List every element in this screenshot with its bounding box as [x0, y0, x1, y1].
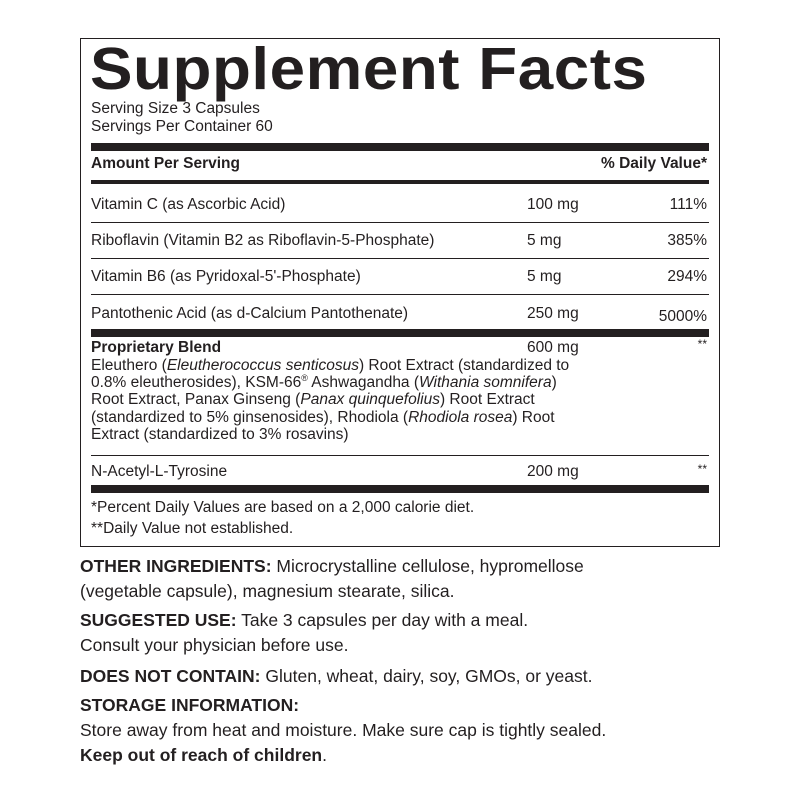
registered-mark: ®: [301, 373, 308, 384]
supplement-facts-panel: Supplement Facts Serving Size 3 Capsules…: [80, 38, 720, 547]
nutrient-dv: 385%: [667, 232, 707, 249]
nutrient-dv: **: [697, 462, 707, 476]
nutrient-amount: 250 mg: [527, 305, 579, 322]
blend-row: Proprietary Blend 600 mg **: [91, 337, 709, 356]
nutrient-row: Vitamin C (as Ascorbic Acid) 100 mg 111%: [91, 195, 709, 215]
nutrient-name: Vitamin C (as Ascorbic Acid): [91, 196, 286, 213]
footnote-daily-value: *Percent Daily Values are based on a 2,0…: [91, 499, 475, 516]
storage-warning: Keep out of reach of children: [80, 745, 323, 765]
daily-value-header: % Daily Value*: [601, 155, 707, 172]
blend-line: Root Extract, Panax Ginseng (Panax quinq…: [91, 391, 709, 408]
blend-dv: **: [697, 337, 707, 351]
suggested-use: SUGGESTED USE: Take 3 capsules per day w…: [80, 608, 740, 658]
panel-title: Supplement Facts: [90, 36, 648, 102]
blend-text: ) Root Extract: [439, 391, 535, 409]
other-ingredients-text-2: (vegetable capsule), magnesium stearate,…: [80, 581, 455, 601]
storage-label: STORAGE INFORMATION:: [80, 695, 300, 715]
botanical-name: Panax quinquefolius: [300, 391, 440, 409]
storage-information: STORAGE INFORMATION: Store away from hea…: [80, 693, 740, 768]
blend-line: Extract (standardized to 3% rosavins): [91, 426, 709, 443]
nutrient-row: Riboflavin (Vitamin B2 as Riboflavin-5-P…: [91, 231, 709, 251]
storage-warning-end: .: [322, 745, 327, 765]
blend-description: Eleuthero (Eleutherococcus senticosus) R…: [91, 357, 709, 443]
nutrient-amount: 100 mg: [527, 196, 579, 213]
nutrient-amount: 5 mg: [527, 232, 562, 249]
botanical-name: Withania somnifera: [419, 374, 552, 392]
nutrient-name: Pantothenic Acid (as d-Calcium Pantothen…: [91, 305, 409, 322]
nutrient-name: Vitamin B6 (as Pyridoxal-5'-Phosphate): [91, 268, 361, 285]
other-ingredients-label: OTHER INGREDIENTS:: [80, 556, 272, 576]
blend-text: Eleuthero (: [91, 357, 167, 374]
amount-per-serving-header: Amount Per Serving: [91, 155, 240, 172]
nutrient-dv: 111%: [669, 196, 707, 213]
nutrient-dv: 294%: [667, 268, 707, 285]
divider: [91, 455, 709, 456]
does-not-contain-label: DOES NOT CONTAIN:: [80, 666, 261, 686]
blend-text: ) Root Extract (standardized to: [358, 357, 570, 374]
other-ingredients: OTHER INGREDIENTS: Microcrystalline cell…: [80, 554, 740, 604]
serving-size: Serving Size 3 Capsules: [91, 100, 260, 117]
thick-divider: [91, 329, 709, 337]
divider: [91, 180, 709, 184]
nutrient-row: Vitamin B6 (as Pyridoxal-5'-Phosphate) 5…: [91, 267, 709, 287]
nutrient-amount: 5 mg: [527, 268, 562, 285]
blend-name: Proprietary Blend: [91, 339, 222, 356]
blend-line: 0.8% eleutherosides), KSM-66® Ashwagandh…: [91, 373, 709, 392]
does-not-contain-text: Gluten, wheat, dairy, soy, GMOs, or yeas…: [260, 666, 593, 686]
nutrient-name: Riboflavin (Vitamin B2 as Riboflavin-5-P…: [91, 232, 435, 249]
blend-line: (standardized to 5% ginsenosides), Rhodi…: [91, 409, 709, 426]
blend-amount: 600 mg: [527, 339, 579, 356]
thick-divider: [91, 143, 709, 151]
blend-text: Extract (standardized to 3% rosavins): [91, 425, 349, 443]
nutrient-amount: 200 mg: [527, 463, 579, 480]
botanical-name: Rhodiola rosea: [408, 408, 513, 426]
blend-text: ) Root: [512, 408, 555, 426]
does-not-contain: DOES NOT CONTAIN: Gluten, wheat, dairy, …: [80, 664, 740, 689]
nutrient-dv: 5000%: [658, 308, 707, 325]
storage-text: Store away from heat and moisture. Make …: [80, 720, 607, 740]
blend-text: (standardized to 5% ginsenosides), Rhodi…: [91, 408, 409, 426]
suggested-use-text-2: Consult your physician before use.: [80, 635, 349, 655]
divider: [91, 222, 709, 223]
blend-text: Ashwagandha (: [307, 374, 420, 392]
thick-divider: [91, 485, 709, 493]
suggested-use-label: SUGGESTED USE:: [80, 610, 237, 630]
botanical-name: Eleutherococcus senticosus: [166, 357, 359, 374]
tyrosine-row: N-Acetyl-L-Tyrosine 200 mg **: [91, 462, 709, 482]
blend-text: Root Extract, Panax Ginseng (: [91, 391, 301, 409]
blend-line: Eleuthero (Eleutherococcus senticosus) R…: [91, 357, 709, 374]
footnote-not-established: **Daily Value not established.: [91, 520, 294, 537]
divider: [91, 258, 709, 259]
servings-per-container: Servings Per Container 60: [91, 118, 273, 135]
divider: [91, 294, 709, 295]
header-row: Amount Per Serving % Daily Value*: [91, 154, 709, 174]
blend-text: ): [551, 374, 557, 392]
suggested-use-text: Take 3 capsules per day with a meal.: [236, 610, 529, 630]
nutrient-row: Pantothenic Acid (as d-Calcium Pantothen…: [91, 304, 709, 325]
blend-text: 0.8% eleutherosides), KSM-66: [91, 374, 302, 392]
other-ingredients-text: Microcrystalline cellulose, hypromellose: [271, 556, 584, 576]
nutrient-name: N-Acetyl-L-Tyrosine: [91, 463, 228, 480]
